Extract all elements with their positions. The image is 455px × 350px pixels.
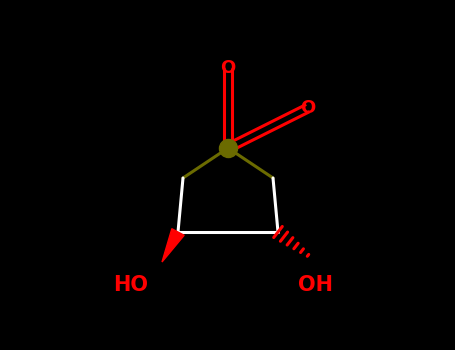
Text: OH: OH: [298, 275, 333, 295]
Text: O: O: [220, 59, 236, 77]
Text: O: O: [300, 99, 316, 117]
Polygon shape: [162, 229, 184, 262]
Text: HO: HO: [113, 275, 148, 295]
